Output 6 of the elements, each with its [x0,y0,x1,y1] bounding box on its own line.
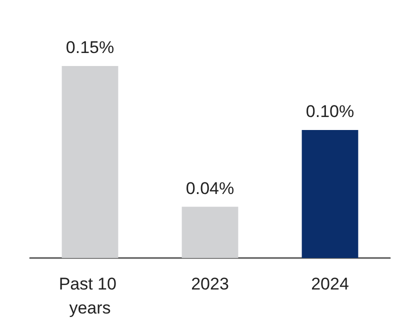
data-label: 0.04% [186,178,234,198]
x-tick-label: Past 10 years [58,274,122,318]
data-label: 0.15% [66,38,114,57]
x-tick-label: 2023 [191,274,229,294]
data-label: 0.10% [306,102,354,121]
x-tick-label: 2024 [311,274,349,294]
